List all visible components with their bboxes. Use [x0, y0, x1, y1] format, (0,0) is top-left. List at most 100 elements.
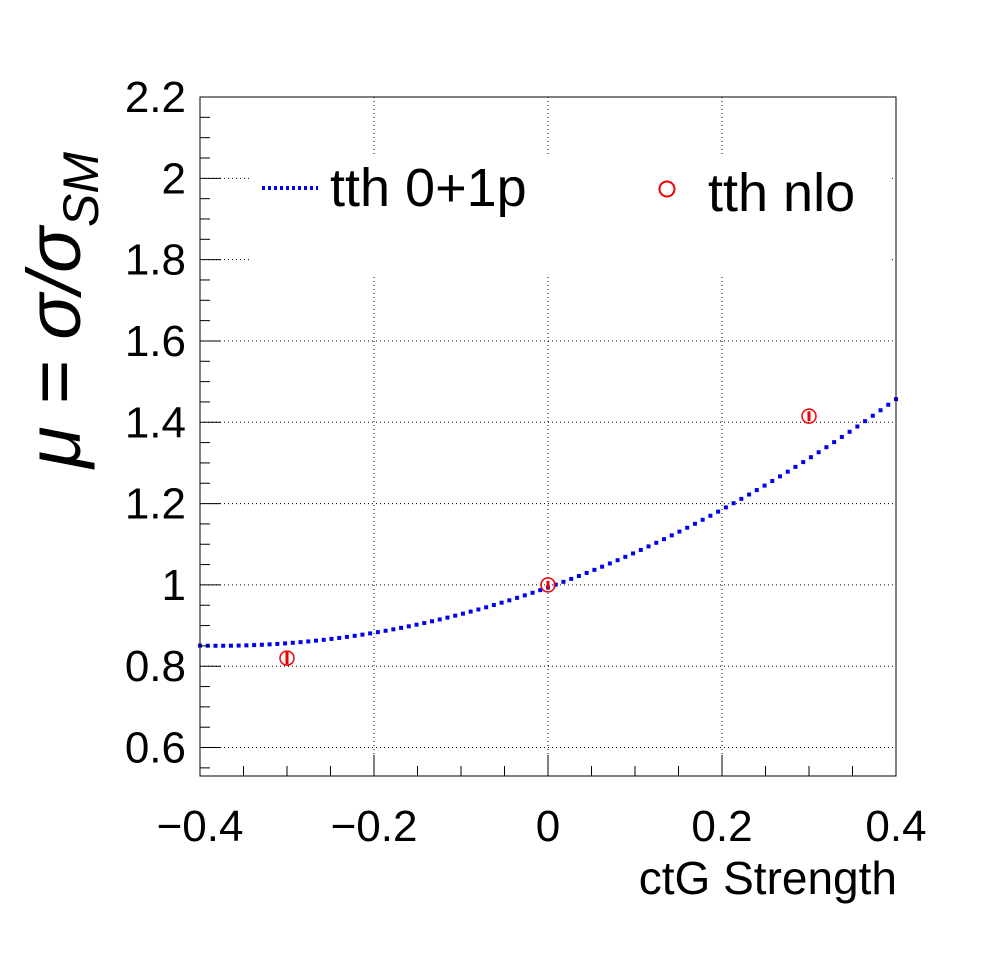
x-tick-label-2: 0: [536, 802, 560, 851]
curve-point: [491, 603, 496, 608]
curve-point: [437, 617, 442, 622]
y-tick-label-7: 2: [162, 154, 186, 203]
curve-point: [754, 488, 759, 493]
curve-point: [607, 561, 612, 566]
curve-point: [592, 567, 597, 572]
curve-point: [290, 640, 295, 645]
curve-point: [569, 576, 574, 581]
curve-point: [623, 554, 628, 559]
curve-point: [685, 525, 690, 530]
legend: tth 0+1p tth nlo: [250, 155, 890, 275]
curve-point: [368, 631, 373, 636]
y-axis-title-subscript: SM: [53, 152, 109, 227]
curve-point: [383, 628, 388, 633]
curve-point: [723, 505, 728, 510]
curve-point: [692, 521, 697, 526]
y-tick-label-1: 0.8: [125, 642, 186, 691]
curve-point: [654, 540, 659, 545]
curve-series: [198, 397, 898, 648]
curve-point: [801, 460, 806, 465]
curve-point: [360, 632, 365, 637]
x-tick-label-1: −0.2: [331, 802, 418, 851]
curve-point: [793, 464, 798, 469]
y-tick-label-0: 0.6: [125, 724, 186, 773]
y-tick-label-3: 1.2: [125, 480, 186, 529]
curve-point: [886, 402, 891, 407]
curve-point: [422, 621, 427, 626]
curve-point: [747, 492, 752, 497]
curve-point: [228, 643, 233, 648]
curve-point: [283, 641, 288, 646]
curve-point: [855, 424, 860, 429]
nlo-marker-1: [540, 577, 556, 593]
curve-point: [476, 607, 481, 612]
curve-point: [515, 595, 520, 600]
curve-point: [507, 598, 512, 603]
curve-point: [808, 455, 813, 460]
curve-point: [221, 643, 226, 648]
axes: −0.4 −0.2 0 0.2 0.4 0.6 0.8 1 1.2 1.4 1.6 1.8 2 2.2: [125, 73, 927, 851]
curve-point: [399, 625, 404, 630]
curve-point: [638, 547, 643, 552]
curve-point: [863, 419, 868, 424]
x-tick-label-3: 0.2: [691, 802, 752, 851]
curve-point: [739, 496, 744, 501]
legend-entry-0: tth 0+1p: [330, 158, 527, 218]
curve-point: [832, 440, 837, 445]
curve-point: [870, 413, 875, 418]
nlo-marker-0: [279, 650, 295, 666]
curve-point: [468, 609, 473, 614]
curve-point: [321, 637, 326, 642]
legend-entry-1: tth nlo: [708, 163, 855, 223]
curve-point: [414, 622, 419, 627]
curve-point: [252, 643, 257, 648]
curve-point: [600, 564, 605, 569]
legend-marker-icon: [658, 180, 676, 198]
legend-background: [250, 155, 890, 275]
curve-point: [460, 611, 465, 616]
curve-point: [213, 643, 218, 648]
curve-point: [708, 513, 713, 518]
curve-point: [669, 533, 674, 538]
x-axis-title: ctG Strength: [639, 852, 897, 904]
y-axis-title-main: μ = σ/σ: [12, 224, 97, 470]
curve-point: [576, 573, 581, 578]
y-tick-label-8: 2.2: [125, 73, 186, 122]
curve-point: [314, 638, 318, 643]
curve-point: [700, 517, 705, 522]
curve-point: [561, 579, 566, 584]
curve-point: [677, 529, 682, 534]
marker-series: [279, 408, 817, 666]
curve-point: [352, 633, 357, 638]
curve-point: [584, 570, 589, 575]
curve-point: [298, 640, 303, 645]
curve-point: [530, 590, 535, 595]
curve-point: [344, 634, 349, 639]
curve-point: [267, 642, 272, 647]
curve-point: [824, 445, 829, 450]
curve-point: [375, 630, 380, 635]
curve-point: [778, 474, 782, 479]
x-tick-label-0: −0.4: [157, 802, 244, 851]
curve-point: [538, 588, 543, 593]
curve-point: [631, 551, 636, 556]
curve-point: [878, 408, 883, 413]
curve-point: [847, 429, 852, 434]
curve-point: [244, 643, 249, 648]
curve-point: [430, 619, 434, 624]
curve-point: [816, 450, 821, 455]
curve-point: [646, 544, 651, 549]
curve-point: [453, 613, 458, 618]
curve-point: [731, 501, 736, 506]
curve-point: [484, 605, 489, 610]
curve-point: [337, 635, 342, 640]
curve-point: [615, 558, 620, 563]
y-tick-label-6: 1.8: [125, 236, 186, 285]
curve-point: [259, 642, 264, 647]
nlo-marker-2: [801, 408, 817, 424]
y-axis-title: μ = σ/σSM: [12, 152, 109, 470]
curve-point: [770, 479, 775, 484]
curve-point: [306, 639, 311, 644]
curve-point: [236, 643, 241, 648]
